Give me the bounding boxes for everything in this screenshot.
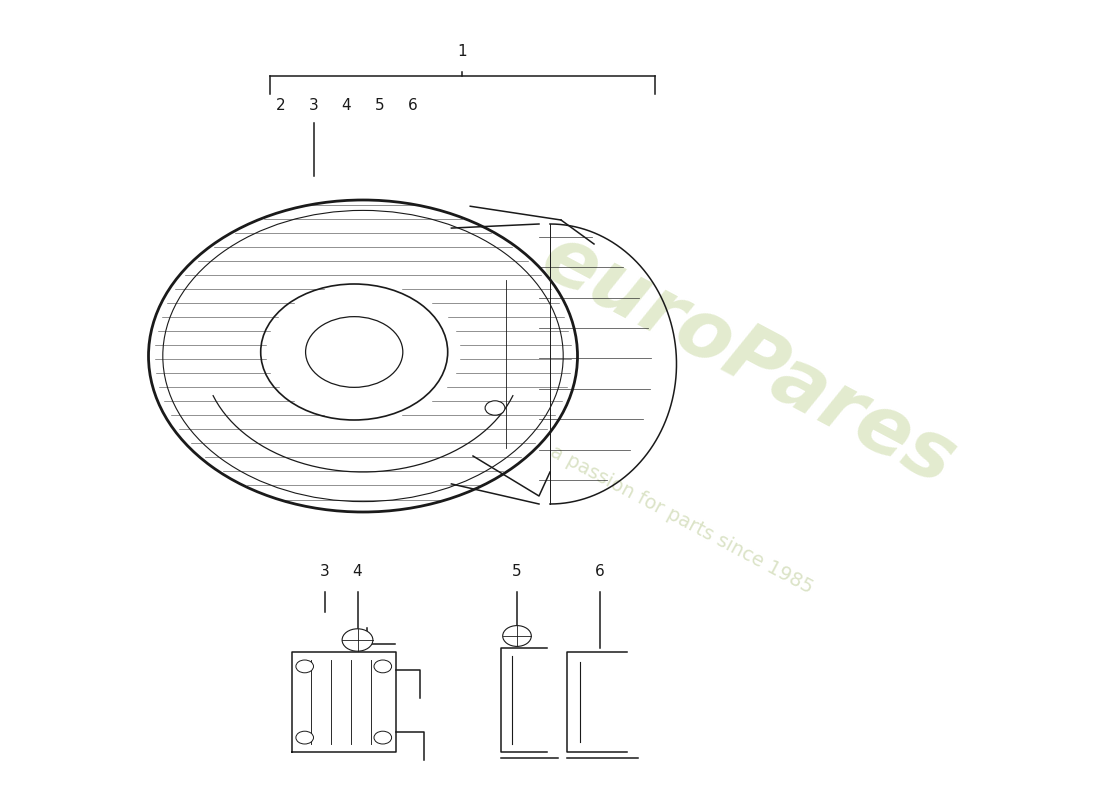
Text: euroPares: euroPares: [528, 218, 968, 502]
Text: 4: 4: [353, 565, 362, 579]
Circle shape: [485, 401, 505, 415]
Text: 2: 2: [276, 98, 285, 113]
Circle shape: [342, 629, 373, 651]
Text: 3: 3: [320, 565, 329, 579]
Text: 1: 1: [458, 45, 466, 59]
Circle shape: [503, 626, 531, 646]
Text: 6: 6: [408, 98, 417, 113]
Text: 5: 5: [513, 565, 521, 579]
Text: 5: 5: [375, 98, 384, 113]
Text: a passion for parts since 1985: a passion for parts since 1985: [548, 442, 816, 598]
Text: 6: 6: [595, 565, 604, 579]
Text: 4: 4: [342, 98, 351, 113]
Circle shape: [374, 731, 392, 744]
Circle shape: [374, 660, 392, 673]
Circle shape: [296, 731, 314, 744]
Text: 3: 3: [309, 98, 318, 113]
Circle shape: [296, 660, 314, 673]
